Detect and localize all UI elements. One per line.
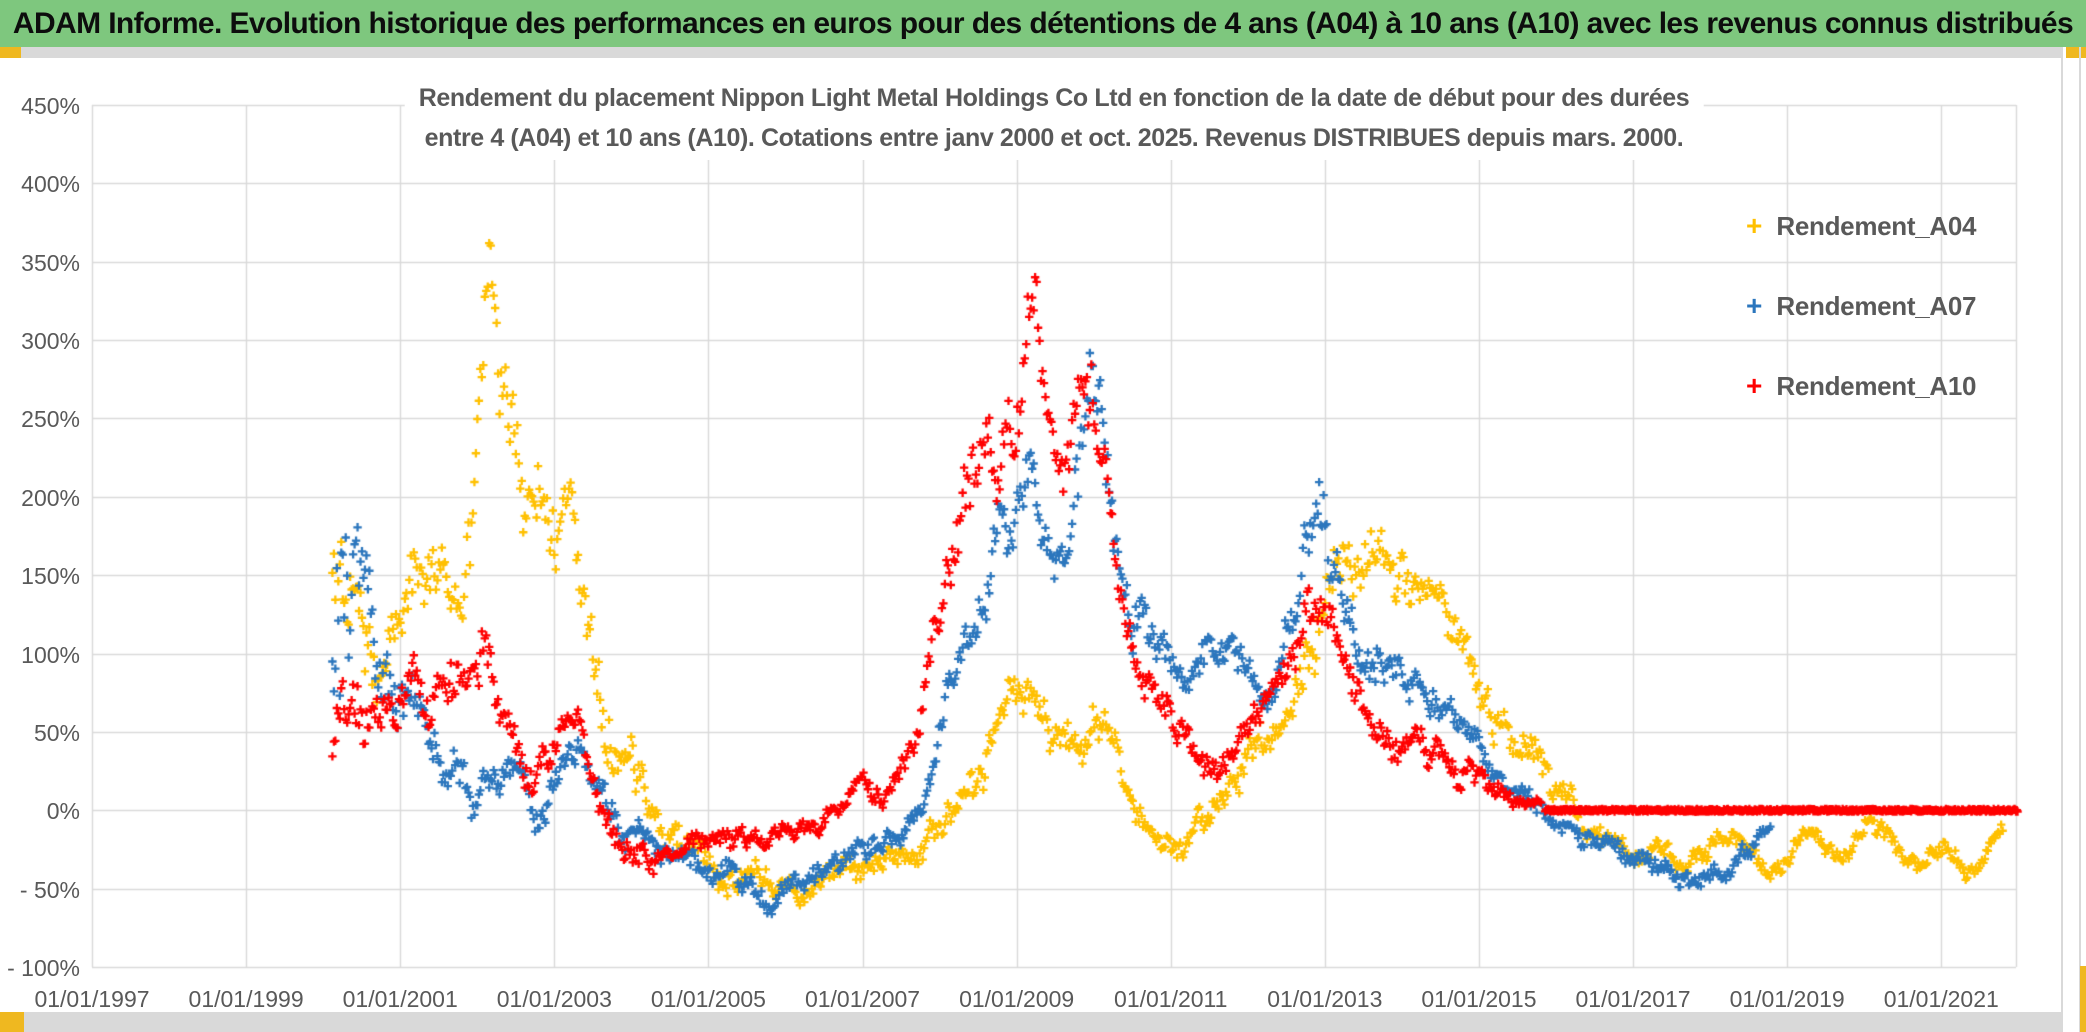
x-tick-label: 01/01/2015 xyxy=(1421,986,1537,1012)
y-tick-label: 450% xyxy=(21,93,80,119)
legend-label: Rendement_A04 xyxy=(1776,210,1977,241)
x-tick-label: 01/01/2007 xyxy=(804,986,921,1012)
legend-plus-marker-icon: + xyxy=(1746,290,1763,321)
legend-plus-marker-icon: + xyxy=(1746,370,1763,401)
y-tick-label: 50% xyxy=(33,719,80,746)
x-tick-label: 01/01/2017 xyxy=(1575,986,1691,1012)
legend-plus-marker-icon: + xyxy=(1746,210,1763,241)
right-separator-2 xyxy=(2079,47,2081,1032)
x-tick-label: 01/01/2021 xyxy=(1883,986,1999,1012)
x-tick-label: 01/01/2013 xyxy=(1267,986,1383,1012)
legend-label: Rendement_A10 xyxy=(1776,370,1977,401)
x-tick-label: 01/01/1997 xyxy=(34,986,150,1012)
x-tick-label: 01/01/2001 xyxy=(342,986,458,1012)
right-separator-1 xyxy=(2061,47,2063,1032)
y-tick-label: 300% xyxy=(21,328,80,355)
y-tick-label: 400% xyxy=(21,171,80,198)
strip-bottom xyxy=(24,1012,2061,1032)
chart-title-line2: entre 4 (A04) et 10 ans (A10). Cotations… xyxy=(424,124,1684,152)
y-tick-label: 150% xyxy=(21,563,80,590)
y-tick-label: 200% xyxy=(21,484,80,511)
y-tick-label: - 100% xyxy=(7,955,80,981)
legend-label: Rendement_A07 xyxy=(1776,290,1977,321)
chart-title-line1: Rendement du placement Nippon Light Meta… xyxy=(418,84,1690,112)
accent-right-bottom xyxy=(2080,966,2086,1032)
legend-item-a10[interactable]: + Rendement_A10 xyxy=(1746,346,1977,426)
y-tick-label: 350% xyxy=(21,249,80,276)
legend-item-a07[interactable]: + Rendement_A07 xyxy=(1746,266,1977,346)
x-tick-label: 01/01/2011 xyxy=(1114,986,1228,1012)
y-tick-label: 0% xyxy=(46,798,80,825)
x-tick-label: 01/01/2005 xyxy=(650,986,766,1012)
x-tick-label: 01/01/2019 xyxy=(1729,986,1845,1012)
x-tick-label: 01/01/2009 xyxy=(959,986,1075,1012)
y-tick-label: 250% xyxy=(21,406,80,433)
legend-item-a04[interactable]: + Rendement_A04 xyxy=(1746,186,1977,266)
x-tick-label: 01/01/2003 xyxy=(496,986,612,1012)
y-tick-label: 100% xyxy=(21,641,80,668)
x-tick-label: 01/01/1999 xyxy=(188,986,304,1012)
accent-bottom-left xyxy=(0,1012,24,1032)
y-tick-label: - 50% xyxy=(19,876,80,903)
chart-title: Rendement du placement Nippon Light Meta… xyxy=(404,76,1704,160)
